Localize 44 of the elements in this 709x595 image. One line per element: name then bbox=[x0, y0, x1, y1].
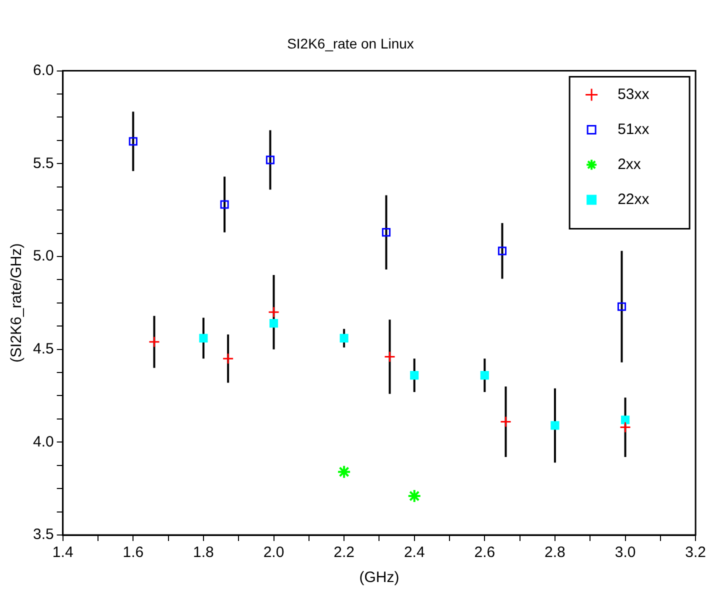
point bbox=[550, 421, 560, 430]
y-axis-title: (SI2K6_rate/GHz) bbox=[8, 243, 26, 363]
legend-label: 51xx bbox=[618, 120, 650, 138]
point bbox=[498, 246, 507, 256]
point bbox=[617, 302, 626, 311]
legend-label: 2xx bbox=[618, 156, 642, 173]
legend-label: 53xx bbox=[618, 86, 650, 103]
x-tick-label: 3.0 bbox=[614, 544, 636, 562]
point bbox=[337, 464, 352, 479]
point bbox=[269, 319, 278, 328]
y-tick-label: 5.0 bbox=[32, 248, 54, 265]
chart-title: SI2K6_rate on Linux bbox=[287, 35, 414, 52]
x-tick-label: 1.6 bbox=[122, 544, 144, 562]
y-tick-label: 4.5 bbox=[32, 340, 54, 358]
point bbox=[384, 350, 396, 362]
x-axis-title: (GHz) bbox=[359, 569, 400, 586]
y-tick-label: 6.0 bbox=[32, 62, 54, 79]
y-tick-label: 4.0 bbox=[32, 433, 54, 450]
x-tick-label: 2.2 bbox=[334, 544, 354, 562]
point bbox=[222, 352, 234, 364]
point bbox=[266, 156, 275, 164]
legend-label: 22xx bbox=[618, 190, 650, 208]
x-tick-label: 1.8 bbox=[193, 544, 214, 562]
point bbox=[128, 137, 138, 146]
y-tick-label: 5.5 bbox=[32, 154, 54, 172]
y-tick-label: 3.5 bbox=[32, 526, 54, 544]
point bbox=[340, 334, 348, 342]
point bbox=[199, 334, 208, 342]
x-tick-label: 3.2 bbox=[685, 544, 706, 562]
point bbox=[500, 416, 512, 428]
point bbox=[480, 371, 489, 380]
point bbox=[620, 416, 630, 424]
point bbox=[148, 336, 160, 348]
x-tick-label: 2.8 bbox=[544, 544, 566, 562]
point bbox=[407, 489, 422, 504]
point bbox=[268, 306, 280, 318]
point bbox=[220, 200, 229, 209]
x-tick-label: 2.4 bbox=[404, 544, 425, 562]
point bbox=[382, 228, 391, 237]
x-tick-label: 2.6 bbox=[474, 544, 496, 562]
point bbox=[410, 371, 419, 380]
x-tick-label: 2.0 bbox=[263, 544, 284, 562]
x-tick-label: 1.4 bbox=[52, 544, 74, 562]
point bbox=[620, 422, 632, 434]
